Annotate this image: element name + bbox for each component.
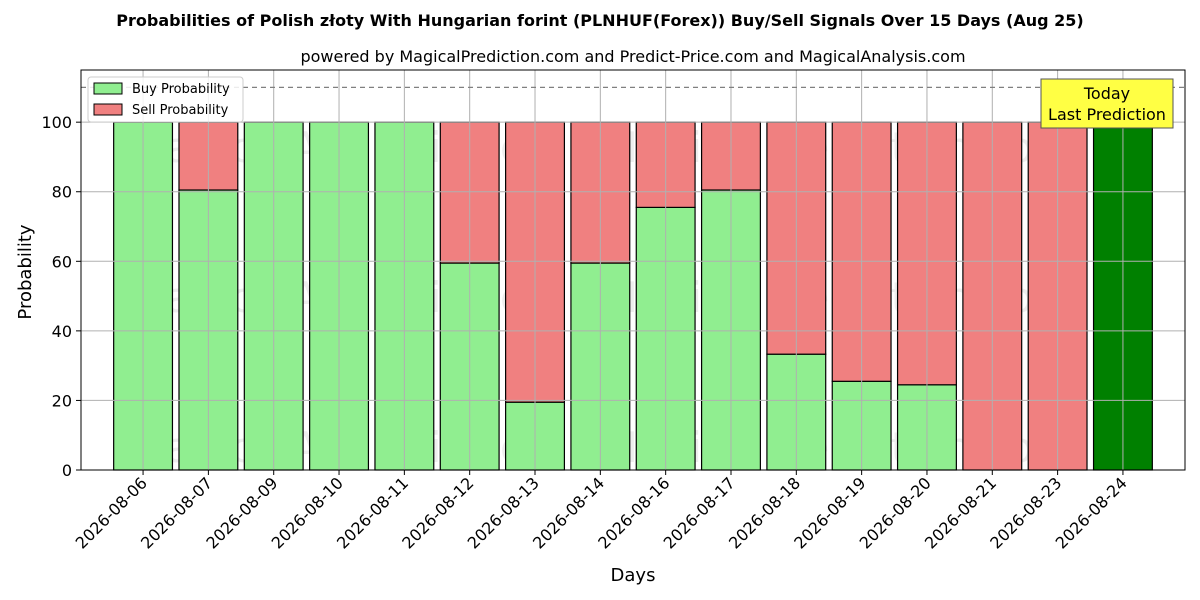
- plot-area: MagicalAnalysis.comMagicalPrediction.com…: [41, 69, 1186, 553]
- legend-label: Sell Probability: [132, 103, 229, 118]
- y-tick-label: 20: [52, 391, 72, 410]
- x-axis-label: Days: [611, 565, 656, 586]
- y-tick-label: 100: [41, 113, 72, 132]
- chart-subtitle: powered by MagicalPrediction.com and Pre…: [300, 47, 965, 66]
- last-prediction-label: Last Prediction: [1048, 105, 1166, 124]
- y-axis-label: Probability: [15, 224, 36, 319]
- legend-swatch: [93, 103, 123, 116]
- today-annotation-box: [1040, 78, 1174, 129]
- y-tick-label: 80: [52, 183, 72, 202]
- y-tick-label: 60: [52, 252, 72, 271]
- y-tick-label: 0: [62, 461, 72, 480]
- legend-swatch: [93, 82, 123, 95]
- plot-frame: [80, 69, 1186, 471]
- legend-label: Buy Probability: [132, 82, 230, 97]
- today-label: Today: [1083, 84, 1130, 103]
- chart-title: Probabilities of Polish złoty With Hunga…: [116, 11, 1083, 30]
- y-tick-label: 40: [52, 322, 72, 341]
- legend-box: [87, 76, 244, 123]
- legend: Buy Probability Sell Probability: [87, 76, 244, 123]
